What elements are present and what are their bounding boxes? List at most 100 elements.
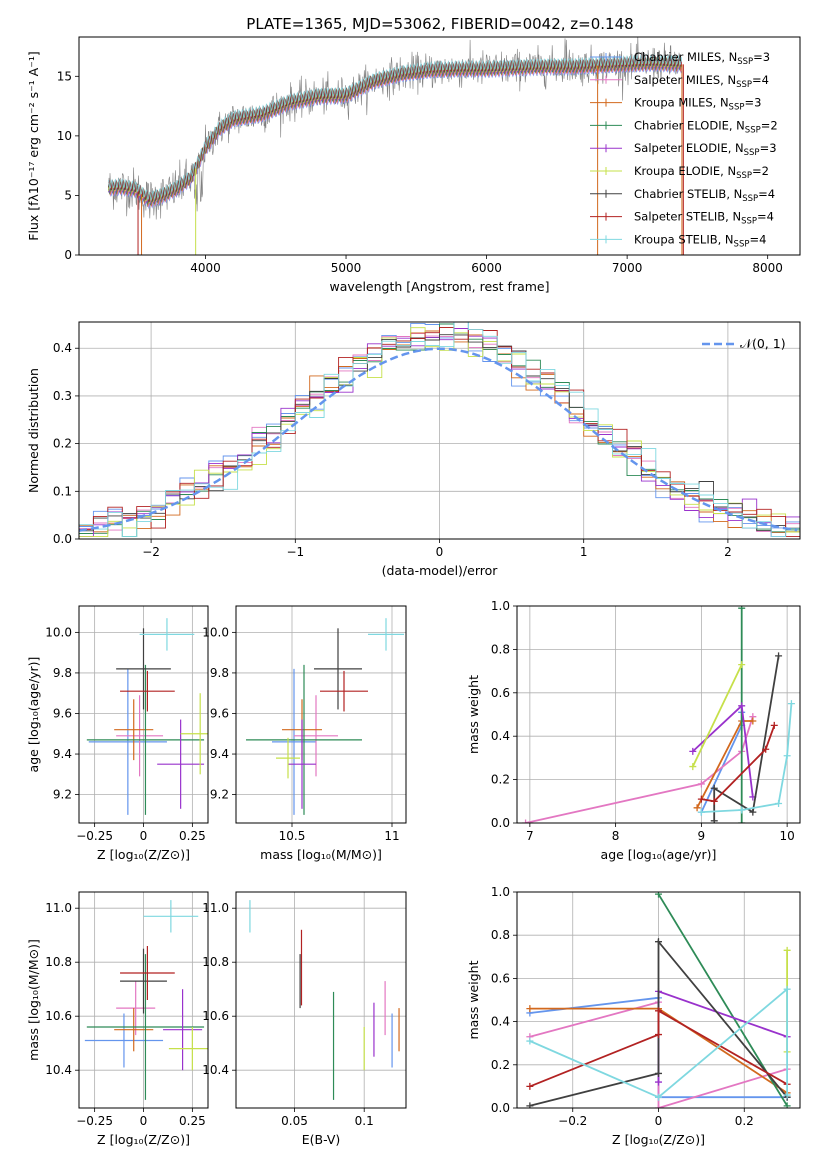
x-tick-label: 0.1 xyxy=(355,1114,374,1128)
legend-label-sub: SSP xyxy=(742,194,758,204)
x-axis-label: E(B-V) xyxy=(302,1132,341,1147)
errorbar-point-4 xyxy=(163,989,203,1071)
x-tick-label: 0.25 xyxy=(179,1114,206,1128)
y-tick-label: 1.0 xyxy=(491,885,510,899)
errorbar-point-0 xyxy=(272,668,316,815)
y-axis-label: mass [log₁₀(M/M⊙)] xyxy=(26,939,41,1061)
errorbar-point-7 xyxy=(120,946,175,1000)
y-tick-label: 0.3 xyxy=(53,389,72,403)
panel-age-vs-Z: −0.25 0 0.25 9.2 9.4 9.6 9.8 10.0 Z [log₁₀(Z/Z⊙)… xyxy=(26,605,209,862)
errorbar-point-3 xyxy=(246,664,362,815)
legend-label-1: Salpeter MILES, NSSP=4 xyxy=(634,73,769,90)
x-tick-label: −0.25 xyxy=(76,829,113,843)
grid xyxy=(517,605,800,824)
weight-line-5 xyxy=(691,664,743,767)
weight-marker xyxy=(738,702,746,710)
legend-label-main: Chabrier STELIB, N xyxy=(634,187,742,201)
y-tick-label: 10.8 xyxy=(202,955,229,969)
legend-label-main: Kroupa STELIB, N xyxy=(634,232,734,246)
errorbar-point-3 xyxy=(86,954,205,1100)
errorbar-point-6 xyxy=(120,948,167,1014)
errorbar-point-8 xyxy=(143,900,199,933)
weight-marker xyxy=(655,938,662,946)
weight-marker xyxy=(526,1005,534,1013)
y-tick-label: 0.8 xyxy=(491,642,510,656)
errorbar-point-8 xyxy=(139,618,195,651)
x-tick-label: 1 xyxy=(580,545,588,559)
grid xyxy=(236,892,406,1108)
figure-title: PLATE=1365, MJD=53062, FIBERID=0042, z=0… xyxy=(246,15,633,33)
weight-marker xyxy=(526,1082,534,1090)
y-axis-label: age [log₁₀(age/yr)] xyxy=(26,657,41,773)
errorbar-point-1 xyxy=(116,981,156,1036)
normal-curve xyxy=(79,347,798,532)
errorbar-point-4 xyxy=(288,719,316,809)
y-axis-label: Flux [fλ10⁻¹⁷ erg cm⁻² s⁻¹ A⁻¹] xyxy=(26,51,41,240)
legend-label-sub: SSP xyxy=(729,103,745,113)
legend-label-7: Salpeter STELIB, NSSP=4 xyxy=(634,210,774,227)
y-tick-label: 1.0 xyxy=(491,599,510,613)
legend-label-suffix: =4 xyxy=(757,210,774,224)
plot-area xyxy=(246,618,404,815)
x-tick-label: 0 xyxy=(140,829,148,843)
y-axis-label: Normed distribution xyxy=(26,368,41,493)
legend-label-suffix: =2 xyxy=(761,118,778,132)
weight-marker xyxy=(710,817,718,823)
weight-marker xyxy=(783,752,791,760)
legend-label-sub: SSP xyxy=(741,217,757,227)
legend-label-main: Kroupa MILES, N xyxy=(634,96,729,110)
weight-marker xyxy=(697,808,705,816)
histogram-8 xyxy=(79,322,800,538)
x-axis-label: mass [log₁₀(M/M⊙)] xyxy=(260,847,382,862)
y-tick-label: 10.0 xyxy=(45,625,72,639)
y-tick-label: 10.6 xyxy=(202,1009,229,1023)
x-axis-label: Z [log₁₀(Z/Z⊙)] xyxy=(97,847,190,862)
y-tick-label: 0.2 xyxy=(53,437,72,451)
errorbar-point-7 xyxy=(320,670,368,712)
legend-label-sub: SSP xyxy=(736,80,752,90)
legend-label-main: Salpeter STELIB, N xyxy=(634,210,741,224)
y-tick-label: 10.0 xyxy=(202,625,229,639)
y-tick-label: 9.8 xyxy=(210,666,229,680)
panel-mass-vs-Z: −0.25 0 0.25 10.4 10.6 10.8 11.0 Z [log₁₀(Z/Z⊙)… xyxy=(26,891,209,1147)
legend-label-main: Kroupa ELODIE, N xyxy=(634,164,736,178)
errorbar-point-3 xyxy=(86,664,205,815)
y-tick-label: 0.2 xyxy=(491,773,510,787)
x-axis-label: wavelength [Angstrom, rest frame] xyxy=(329,279,549,294)
weight-marker xyxy=(655,1078,662,1086)
weight-line-7 xyxy=(701,725,776,803)
weight-marker xyxy=(787,700,795,708)
weight-marker xyxy=(693,804,701,812)
y-tick-label: 9.6 xyxy=(210,706,229,720)
x-axis-label: Z [log₁₀(Z/Z⊙)] xyxy=(97,1132,190,1147)
y-tick-label: 11.0 xyxy=(45,901,72,915)
grid xyxy=(79,606,208,823)
errorbar-point-8 xyxy=(368,618,404,651)
legend-label-6: Chabrier STELIB, NSSP=4 xyxy=(634,187,775,204)
weight-marker xyxy=(710,784,718,792)
x-tick-label: 8 xyxy=(612,829,620,843)
y-tick-label: 0.4 xyxy=(53,341,72,355)
errorbar-point-1 xyxy=(294,695,338,777)
legend-label-sub: SSP xyxy=(734,239,750,249)
weight-marker xyxy=(655,1104,662,1108)
weight-marker xyxy=(783,1102,791,1108)
weight-marker xyxy=(738,661,746,669)
legend-label-main: Chabrier ELODIE, N xyxy=(634,118,745,132)
legend-label-sub: SSP xyxy=(736,171,752,181)
y-tick-label: 9.4 xyxy=(210,747,229,761)
y-tick-label: 9.8 xyxy=(53,666,72,680)
histogram-6 xyxy=(79,334,800,532)
y-tick-label: 11.0 xyxy=(202,901,229,915)
y-tick-label: 0.2 xyxy=(491,1058,510,1072)
y-tick-label: 0.6 xyxy=(491,971,510,985)
x-tick-label: −1 xyxy=(286,545,304,559)
legend-label-suffix: =4 xyxy=(758,187,775,201)
panel-mass-weight-vs-Z: −0.2 0 0.2 0.0 0.2 0.4 0.6 0.8 1.0 Z [log₁₀(Z/Z⊙)… xyxy=(466,885,801,1147)
x-tick-label: 0 xyxy=(140,1114,148,1128)
weight-marker xyxy=(710,797,718,805)
legend-label-suffix: =3 xyxy=(753,50,770,64)
weight-marker xyxy=(655,1031,662,1039)
